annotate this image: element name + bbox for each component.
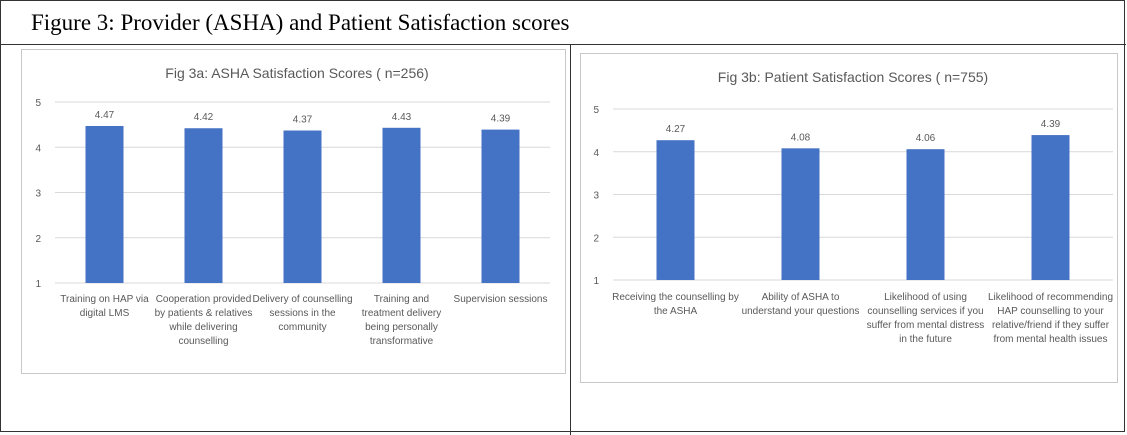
chart-0-category-label: Supervision sessions	[454, 294, 548, 305]
chart-0-category-line: digital LMS	[80, 308, 130, 319]
chart-3a: Fig 3a: ASHA Satisfaction Scores ( n=256…	[35, 65, 550, 347]
chart-0-data-label: 4.37	[293, 115, 313, 126]
chart-0-bar	[85, 125, 124, 283]
chart-1-bar	[781, 148, 820, 280]
chart-0-category-line: sessions in the	[269, 308, 336, 319]
chart-1-bar	[1031, 135, 1070, 280]
chart-1-data-label: 4.06	[916, 133, 936, 144]
chart-1-category-line: Receiving the counselling by	[612, 292, 739, 303]
chart-1-ytick-label: 5	[593, 105, 599, 116]
chart-1-category-line: Ability of ASHA to	[762, 292, 840, 303]
chart-1-bar	[656, 140, 695, 280]
chart-0-category-line: Delivery of counselling	[252, 294, 352, 305]
chart-1-category-line: in the future	[899, 334, 952, 345]
chart-1-title: Fig 3b: Patient Satisfaction Scores ( n=…	[718, 69, 988, 85]
chart-0-ytick-label: 4	[35, 143, 41, 154]
chart-1-category-line: HAP counselling to your	[997, 306, 1104, 317]
chart-0-category-label: Delivery of counselling sessions in the co…	[252, 294, 352, 333]
chart-1-category-label: Likelihood of using counselling services …	[867, 292, 985, 345]
chart-0-category-line: being personally	[365, 322, 438, 333]
chart-1-category-line: relative/friend if they suffer	[992, 320, 1110, 331]
chart-0-bar	[382, 127, 421, 283]
chart-0-bar	[184, 128, 223, 283]
chart-1-category-line: understand your questions	[742, 306, 860, 317]
chart-0-data-label: 4.39	[491, 114, 511, 125]
chart-1-category-line: counselling services if you	[867, 306, 983, 317]
chart-0-category-line: counselling	[178, 336, 228, 347]
chart-0-category-label: Training and treatment delivery being pers…	[362, 294, 441, 347]
chart-0-category-line: Supervision sessions	[454, 294, 548, 305]
chart-1-ytick-label: 1	[593, 276, 599, 287]
chart-1-data-label: 4.39	[1041, 119, 1061, 130]
chart-0-bar	[283, 130, 322, 283]
chart-panel-3a: Fig 3a: ASHA Satisfaction Scores ( n=256…	[21, 49, 566, 374]
chart-0-data-label: 4.47	[95, 110, 115, 121]
chart-0-category-line: while delivering	[168, 322, 237, 333]
chart-0-category-line: transformative	[370, 336, 434, 347]
chart-1-category-line: Likelihood of recommending	[988, 292, 1113, 303]
chart-0-title: Fig 3a: ASHA Satisfaction Scores ( n=256…	[165, 65, 428, 81]
chart-0-bar	[481, 129, 520, 283]
chart-1-category-label: Likelihood of recommending HAP counsellin…	[988, 292, 1113, 345]
chart-1-data-label: 4.08	[791, 132, 811, 143]
chart-1-ytick-label: 4	[593, 148, 599, 159]
chart-0-data-label: 4.42	[194, 112, 214, 123]
chart-panel-3b: Fig 3b: Patient Satisfaction Scores ( n=…	[580, 53, 1118, 383]
figure-title: Figure 3: Provider (ASHA) and Patient Sa…	[1, 1, 1126, 45]
chart-0-category-line: by patients & relatives	[155, 308, 253, 319]
chart-0-category-label: Cooperation provided by patients & relati…	[155, 294, 253, 347]
chart-1-category-label: Receiving the counselling by the ASHA	[612, 292, 739, 317]
chart-1-ytick-label: 2	[593, 233, 599, 244]
chart-1-category-line: from mental health issues	[994, 334, 1108, 345]
chart-1-ytick-label: 3	[593, 191, 599, 202]
chart-3b: Fig 3b: Patient Satisfaction Scores ( n=…	[593, 69, 1113, 345]
chart-1-category-line: suffer from mental distress	[867, 320, 985, 331]
chart-0-category-line: treatment delivery	[362, 308, 441, 319]
chart-0-ytick-label: 2	[35, 234, 41, 245]
chart-0-category-line: Cooperation provided	[156, 294, 252, 305]
chart-1-category-line: the ASHA	[654, 306, 698, 317]
chart-0-category-line: Training on HAP via	[60, 294, 149, 305]
chart-1-category-label: Ability of ASHA to understand your questi…	[742, 292, 860, 317]
chart-1-data-label: 4.27	[666, 124, 686, 135]
chart-1-bar	[906, 149, 945, 280]
chart-0-ytick-label: 3	[35, 189, 41, 200]
chart-0-category-line: Training and	[374, 294, 429, 305]
chart-0-ytick-label: 5	[35, 98, 41, 109]
chart-0-data-label: 4.43	[392, 112, 412, 123]
chart-0-category-label: Training on HAP via digital LMS	[60, 294, 149, 319]
chart-1-category-line: Likelihood of using	[884, 292, 967, 303]
panel-divider	[570, 45, 571, 435]
chart-0-category-line: community	[278, 322, 326, 333]
chart-0-ytick-label: 1	[35, 279, 41, 290]
